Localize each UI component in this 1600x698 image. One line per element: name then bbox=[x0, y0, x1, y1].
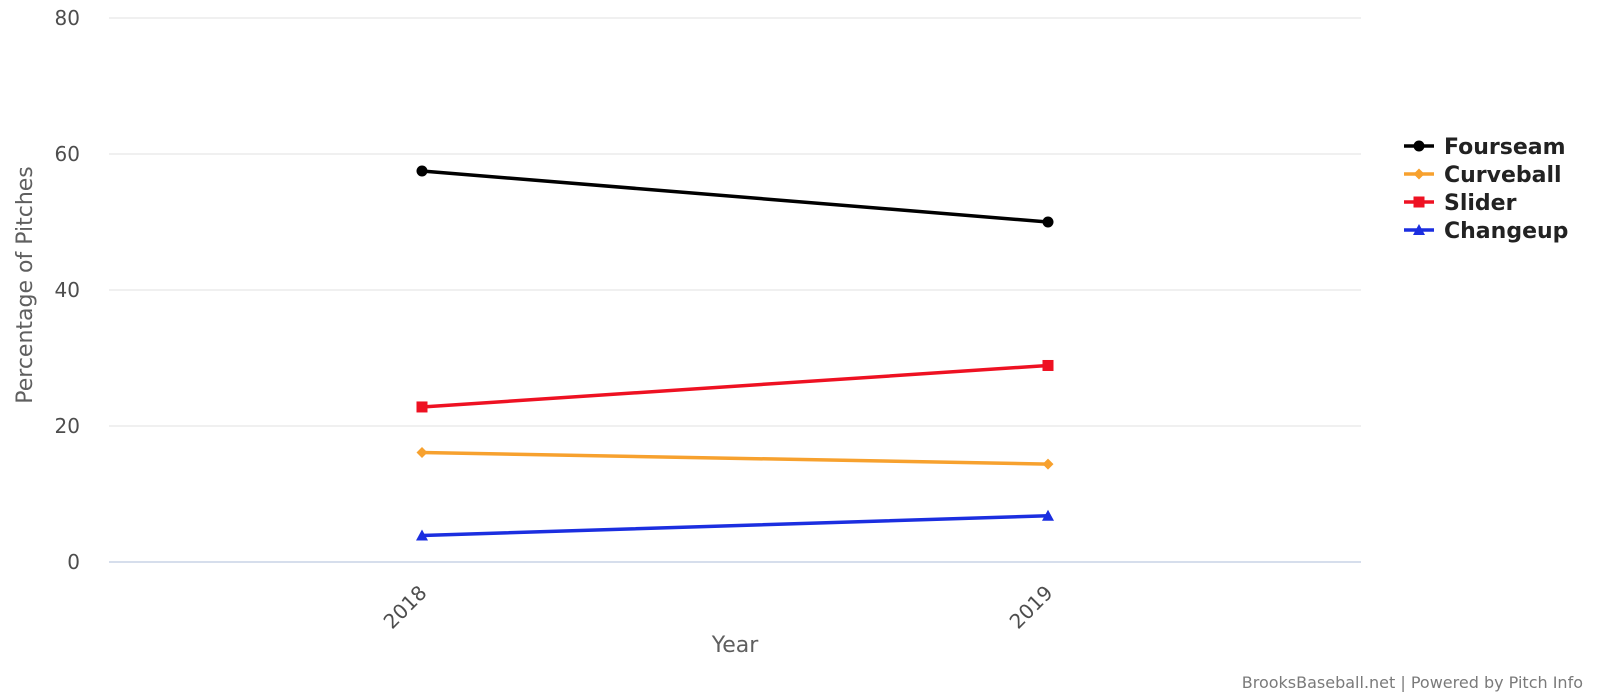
x-tick-label: 2018 bbox=[379, 581, 432, 634]
series-lines bbox=[416, 165, 1054, 541]
y-tick-label: 40 bbox=[55, 278, 80, 302]
fourseam-point bbox=[416, 165, 428, 177]
y-tick-label: 20 bbox=[55, 414, 80, 438]
slider-line bbox=[420, 363, 1050, 409]
y-axis-ticks: 0 20 40 60 80 bbox=[55, 6, 80, 574]
legend-label: Curveball bbox=[1444, 163, 1562, 188]
y-tick-label: 80 bbox=[55, 6, 80, 30]
fourseam-line bbox=[420, 169, 1050, 224]
series-curveball bbox=[416, 447, 1054, 470]
y-axis-title: Percentage of Pitches bbox=[13, 166, 38, 404]
curveball-line bbox=[420, 450, 1050, 466]
legend-item-changeup[interactable]: Changeup bbox=[1404, 219, 1568, 244]
slider-point bbox=[416, 401, 428, 413]
slider-point bbox=[1042, 359, 1054, 371]
gridlines bbox=[109, 17, 1361, 563]
legend-swatch-marker bbox=[1413, 224, 1425, 235]
legend-item-fourseam[interactable]: Fourseam bbox=[1404, 135, 1566, 160]
changeup-point bbox=[416, 529, 428, 541]
credit-text: BrooksBaseball.net | Powered by Pitch In… bbox=[1242, 673, 1583, 692]
changeup-line bbox=[420, 514, 1050, 538]
y-tick-label: 0 bbox=[67, 550, 80, 574]
legend-swatch-marker bbox=[1413, 168, 1425, 180]
fourseam-point bbox=[1042, 216, 1054, 228]
x-axis-ticks: 2018 2019 bbox=[379, 581, 1058, 634]
y-tick-label: 60 bbox=[55, 142, 80, 166]
x-tick-label: 2019 bbox=[1005, 581, 1058, 634]
legend-swatch-marker bbox=[1413, 196, 1425, 208]
x-axis-title: Year bbox=[711, 633, 760, 658]
legend-label: Slider bbox=[1444, 191, 1517, 216]
series-changeup bbox=[416, 509, 1054, 541]
legend: Fourseam Curveball Slider Changeup bbox=[1404, 135, 1568, 244]
changeup-point bbox=[1042, 509, 1054, 521]
legend-item-curveball[interactable]: Curveball bbox=[1404, 163, 1562, 188]
legend-swatch-marker bbox=[1413, 140, 1425, 152]
curveball-point bbox=[416, 447, 428, 459]
series-slider bbox=[416, 359, 1054, 413]
curveball-point bbox=[1042, 458, 1054, 470]
legend-label: Changeup bbox=[1444, 219, 1568, 244]
legend-item-slider[interactable]: Slider bbox=[1404, 191, 1517, 216]
series-fourseam bbox=[416, 165, 1054, 228]
legend-label: Fourseam bbox=[1444, 135, 1566, 160]
